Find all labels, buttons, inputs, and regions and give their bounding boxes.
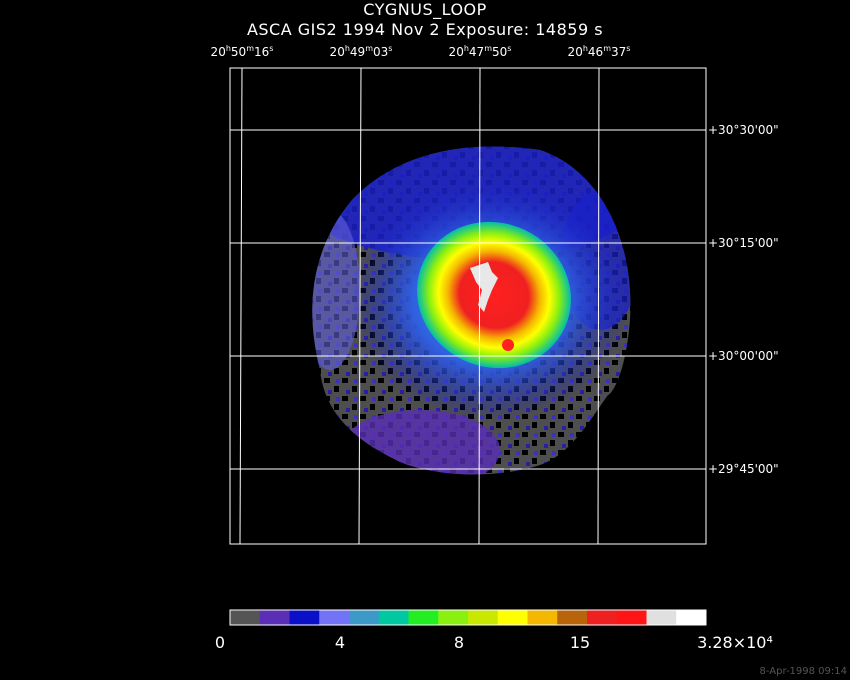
ra-tick-label: 20h49m03s: [329, 44, 393, 60]
colorbar-swatch: [230, 610, 261, 625]
colorbar-label: 8: [453, 633, 465, 652]
colorbar-label: 0: [214, 633, 226, 652]
brightest-region: [470, 262, 498, 312]
coordinate-grid: [230, 67, 706, 545]
colorbar-frame: [229, 609, 707, 626]
colorbar-swatch: [646, 610, 677, 625]
colorbar-swatch: [468, 610, 499, 625]
ra-tick-label: 20h50m16s: [210, 44, 274, 60]
colorbar-label: 3.28×10⁴: [697, 633, 773, 652]
observation-subtitle: ASCA GIS2 1994 Nov 2 Exposure: 14859 s: [246, 20, 604, 39]
colorbar-swatch: [259, 610, 290, 625]
colorbar-swatch: [676, 610, 707, 625]
detector-disc: [312, 146, 631, 475]
colorbar: [230, 610, 707, 625]
colorbar-swatch: [557, 610, 588, 625]
ra-tick-label: 20h46m37s: [567, 44, 631, 60]
colorbar-swatch: [378, 610, 409, 625]
object-title: CYGNUS_LOOP: [363, 0, 487, 19]
image-frame: [229, 67, 707, 545]
colorbar-swatch: [289, 610, 320, 625]
dec-tick-label: +30°15'00": [708, 236, 779, 250]
colorbar-label: 4: [334, 633, 346, 652]
colorbar-swatch: [616, 610, 647, 625]
ra-tick-label: 20h47m50s: [448, 44, 512, 60]
emission-core: [417, 221, 571, 369]
colorbar-swatch: [408, 610, 439, 625]
colorbar-swatch: [587, 610, 618, 625]
colorbar-swatch: [349, 610, 380, 625]
timestamp: 8-Apr-1998 09:14: [759, 666, 847, 677]
dec-tick-label: +30°00'00": [708, 349, 779, 363]
colorbar-swatch: [497, 610, 528, 625]
colorbar-swatch: [319, 610, 350, 625]
colorbar-swatch: [438, 610, 469, 625]
dec-tick-label: +30°30'00": [708, 123, 779, 137]
dec-tick-label: +29°45'00": [708, 462, 779, 476]
colorbar-swatch: [527, 610, 558, 625]
colorbar-label: 15: [569, 633, 591, 652]
